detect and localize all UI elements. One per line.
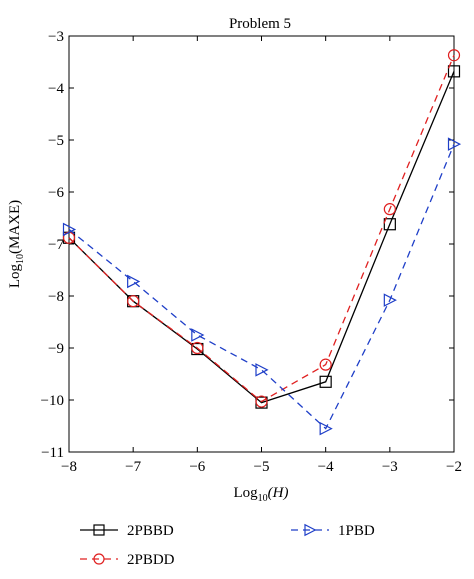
data-point-1pbd: [62, 222, 77, 237]
x-tick-label: −3: [382, 459, 398, 475]
legend-marker-1pbd: [304, 523, 317, 537]
data-point-2pbdd: [319, 358, 332, 371]
series-1pbd: [62, 137, 462, 436]
y-tick-label: −6: [48, 185, 64, 201]
series-2pbdd: [62, 49, 461, 408]
x-tick-label: −6: [189, 459, 205, 475]
series-line-2pbdd: [68, 54, 455, 403]
chart-title: Problem 5: [229, 16, 291, 32]
y-tick-label: −9: [48, 341, 64, 357]
y-tick-label: −5: [48, 133, 64, 149]
y-tick-label: −4: [48, 81, 64, 97]
x-tick-label: −4: [318, 459, 334, 475]
data-point-2pbdd: [127, 295, 140, 308]
y-axis-label-sub: 10: [15, 254, 26, 264]
data-point-2pbbd: [383, 218, 396, 231]
data-point-1pbd: [447, 137, 462, 151]
x-tick-label: −2: [446, 459, 462, 475]
legend-label-2pbdd: 2PBDD: [127, 552, 175, 568]
data-point-2pbbd: [319, 375, 332, 388]
data-point-1pbd: [383, 293, 397, 307]
y-axis-label-rest: (MAXE): [7, 200, 23, 254]
data-point-2pbdd: [255, 395, 268, 408]
legend: 2PBBD 2PBDD 1PBD: [80, 523, 375, 568]
data-point-2pbbd: [447, 65, 461, 78]
y-tick-label: −10: [41, 393, 64, 409]
series-layer: [62, 49, 462, 436]
x-tick-label: −8: [61, 459, 77, 475]
y-tick-label: −11: [41, 445, 64, 461]
y-tick-label: −7: [48, 237, 64, 253]
axis-ticks: −8 −7 −6 −5 −4 −3 −2 −11 −10 −9 −8 −7 −6 −5 −4 −3: [41, 29, 462, 475]
legend-marker-2pbdd: [93, 553, 105, 565]
legend-label-2pbbd: 2PBBD: [127, 523, 174, 539]
y-axis-label: Log10(MAXE): [7, 200, 26, 288]
x-tick-label: −5: [254, 459, 270, 475]
data-point-2pbdd: [447, 49, 461, 62]
y-axis-label-base: Log: [7, 264, 23, 289]
series-2pbbd: [62, 65, 461, 409]
legend-marker-2pbbd: [93, 524, 105, 536]
data-point-2pbdd: [191, 341, 204, 355]
x-axis-label: Log10(H): [234, 485, 289, 504]
series-line-2pbbd: [68, 71, 455, 404]
series-line-1pbd: [68, 143, 455, 430]
x-axis-label-base: Log: [234, 485, 259, 501]
x-axis-label-sub: 10: [258, 493, 268, 504]
data-point-1pbd: [191, 328, 205, 342]
x-tick-label: −7: [125, 459, 141, 475]
y-tick-label: −3: [48, 29, 64, 45]
y-tick-label: −8: [48, 289, 64, 305]
data-point-1pbd: [127, 274, 141, 289]
data-point-2pbdd: [383, 203, 396, 216]
plot-frame: [68, 35, 455, 453]
legend-label-1pbd: 1PBD: [338, 523, 375, 539]
data-point-1pbd: [255, 363, 269, 377]
x-axis-label-rest: (H): [268, 485, 289, 501]
data-point-1pbd: [319, 421, 333, 436]
